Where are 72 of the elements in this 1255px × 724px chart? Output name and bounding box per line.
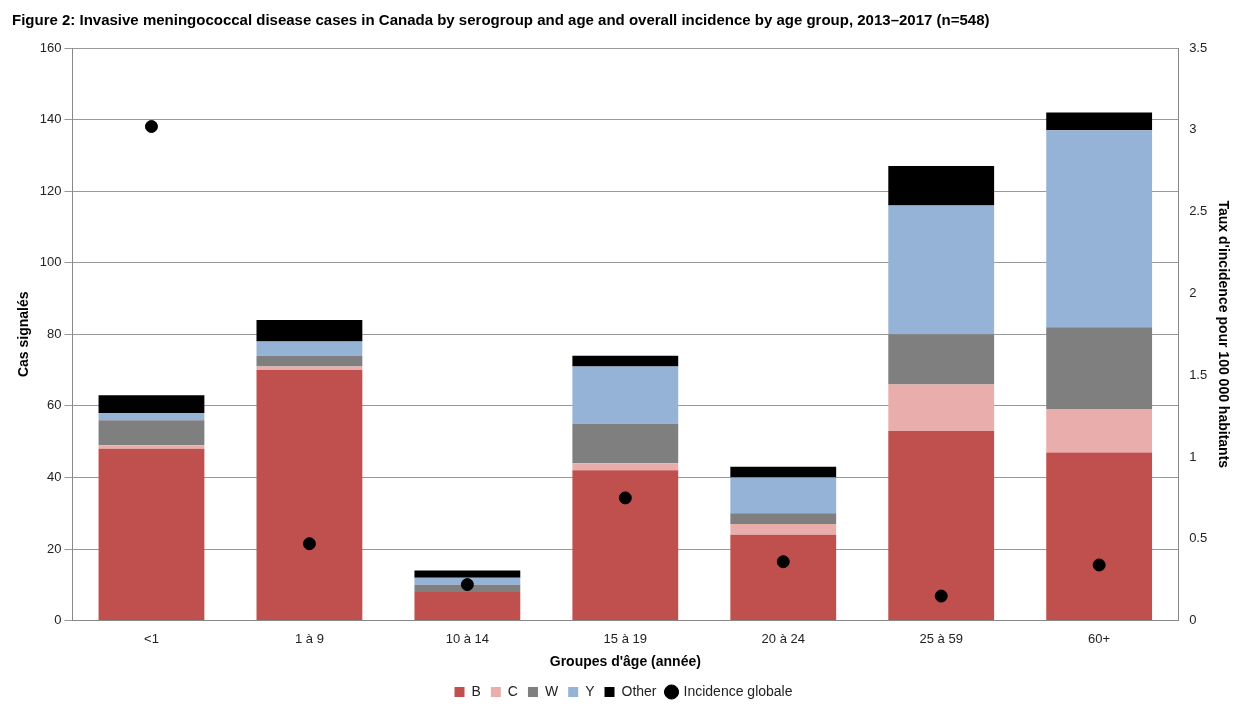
legend-label: B [471,682,481,699]
x-tick-label: 1 à 9 [294,630,324,646]
bar [730,513,837,524]
y2-axis-title: Taux d'incidence pour 100 000 habitants [1215,200,1232,469]
legend-label: Y [585,682,596,699]
legend-label: Incidence globale [683,682,793,699]
legend-label: Other [621,682,657,699]
y-axis-title: Cas signalés [15,291,32,378]
bar [256,341,363,356]
y-tick-label: 120 [39,182,62,198]
bar [888,384,995,431]
bar [1046,130,1153,328]
bar [572,366,679,424]
x-tick-label: 10 à 14 [445,630,490,646]
bar [98,448,205,621]
y-tick-label: 80 [47,325,62,341]
y2-tick-label: 0.5 [1189,530,1208,546]
legend-label: W [544,682,559,699]
bar [256,370,363,621]
x-axis-title: Groupes d'âge (année) [549,653,701,670]
bar [1046,112,1153,131]
y2-tick-label: 1.5 [1189,366,1208,382]
point [302,537,316,551]
y-tick-label: 60 [47,397,62,413]
y2-tick-label: 0 [1189,612,1197,628]
point [776,555,790,569]
x-tick-label: 15 à 19 [603,630,647,646]
point [1092,558,1106,572]
bar [98,413,205,421]
point [934,589,948,603]
bar [1046,409,1153,453]
y-tick-label: 160 [39,39,62,55]
y2-tick-label: 2 [1189,284,1197,300]
point [144,120,158,134]
point [618,491,632,505]
bar [98,445,205,449]
y-tick-label: 20 [47,540,62,556]
bar [888,430,995,621]
bar [414,584,521,592]
y-tick-label: 140 [39,111,62,127]
y2-tick-label: 2.5 [1189,203,1208,219]
y-tick-label: 0 [54,612,62,628]
x-tick-label: <1 [144,630,159,646]
chart-title: Figure 2: Invasive meningococcal disease cases in Canada by serogroup and age and overall incidence by age group, 2013–2017 (n=548) [12,11,990,29]
y2-tick-label: 3.5 [1189,39,1208,55]
bar [1046,327,1153,410]
bar [256,319,363,342]
bar [414,591,521,621]
x-tick-label: 60+ [1088,630,1111,646]
legend-label: C [507,682,518,699]
point [460,578,474,592]
bar [730,523,837,535]
bar [730,534,837,621]
y-tick-label: 100 [39,254,62,270]
bar [98,420,205,446]
bar [572,423,679,464]
bar [888,166,995,206]
bar [572,355,679,367]
y-tick-label: 40 [47,469,62,485]
bar [730,466,837,478]
bar [1046,452,1153,621]
bar [730,477,837,514]
bar [572,470,679,621]
bar [888,205,995,335]
x-tick-label: 20 à 24 [761,630,805,646]
x-tick-label: 25 à 59 [919,630,963,646]
y2-tick-label: 1 [1189,448,1197,464]
bar [888,334,995,385]
bar [256,355,363,367]
bar [98,395,205,414]
y2-tick-label: 3 [1189,121,1197,137]
bar [572,463,679,471]
